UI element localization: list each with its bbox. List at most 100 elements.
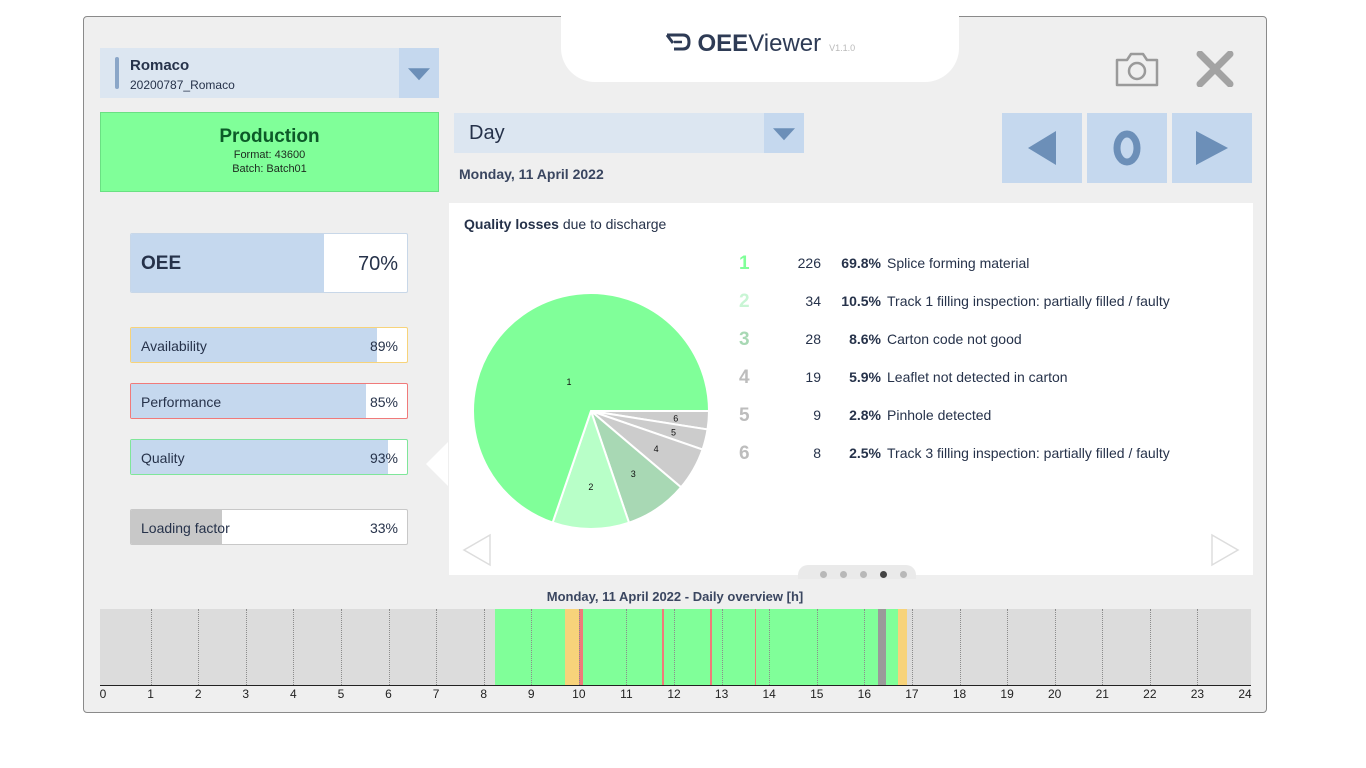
panel-title: Quality losses due to discharge bbox=[464, 216, 666, 232]
availability-kpi[interactable]: Availability 89% bbox=[130, 327, 408, 363]
oee-label: OEE bbox=[141, 253, 182, 274]
legend-rank: 5 bbox=[739, 405, 750, 426]
timeline-segment-fault[interactable] bbox=[709, 609, 712, 685]
timeline-segment-production[interactable] bbox=[885, 609, 898, 685]
next-period-button[interactable] bbox=[1172, 113, 1252, 183]
timeline-tick-label: 4 bbox=[289, 687, 297, 701]
performance-label: Performance bbox=[141, 394, 222, 410]
zero-glyph-icon bbox=[1113, 130, 1141, 166]
timeline-tick-label: 1 bbox=[147, 687, 154, 701]
quality-kpi[interactable]: Quality 93% bbox=[130, 439, 408, 475]
panel-title-bold: Quality losses bbox=[464, 216, 559, 232]
timeline-gridline bbox=[1197, 609, 1199, 685]
legend-rank: 3 bbox=[739, 329, 750, 350]
legend-percent: 69.8% bbox=[841, 255, 881, 271]
timeline-tick-label: 13 bbox=[714, 687, 729, 701]
legend-rank: 2 bbox=[739, 291, 750, 312]
loading-factor-kpi[interactable]: Loading factor 33% bbox=[130, 509, 408, 545]
oee-bar-fill bbox=[131, 234, 325, 292]
pie-slice-1[interactable] bbox=[472, 292, 711, 524]
arrow-left-icon bbox=[1028, 131, 1056, 165]
timeline-segment-waiting[interactable] bbox=[564, 609, 579, 685]
machine-dropdown-button[interactable] bbox=[399, 48, 439, 98]
timeline-tick-label: 18 bbox=[952, 687, 967, 701]
timeline-gridline bbox=[198, 609, 200, 685]
legend-percent: 8.6% bbox=[849, 331, 881, 347]
timeline-segment-production[interactable] bbox=[494, 609, 565, 685]
availability-bar-fill bbox=[131, 328, 377, 362]
page-dot[interactable] bbox=[840, 571, 847, 578]
page-dot[interactable] bbox=[860, 571, 867, 578]
timeline-gridline bbox=[911, 609, 913, 685]
panel-title-rest: due to discharge bbox=[558, 216, 667, 232]
timeline-tick-label: 15 bbox=[810, 687, 824, 701]
timeline-gridline bbox=[769, 609, 771, 685]
legend-description: Track 3 filling inspection: partially fi… bbox=[887, 445, 1170, 461]
timeline-tick-label: 22 bbox=[1143, 687, 1157, 701]
quality-loss-pie-chart: 6 5 4 3 2 1 bbox=[472, 292, 711, 530]
page-dot[interactable] bbox=[820, 571, 827, 578]
performance-kpi[interactable]: Performance 85% bbox=[130, 383, 408, 419]
pie-label-6: 6 bbox=[673, 414, 678, 424]
previous-period-button[interactable] bbox=[1002, 113, 1082, 183]
quality-label: Quality bbox=[141, 450, 185, 466]
current-date: Monday, 11 April 2022 bbox=[459, 166, 604, 182]
timeline-tick-label: 0 bbox=[99, 687, 107, 701]
current-period-button[interactable] bbox=[1087, 113, 1167, 183]
timeline-gridline bbox=[864, 609, 866, 685]
close-icon[interactable] bbox=[1196, 50, 1234, 92]
timeline-tick-label: 19 bbox=[1000, 687, 1014, 701]
pie-label-3: 3 bbox=[631, 469, 636, 479]
legend-count: 9 bbox=[813, 407, 821, 423]
pie-label-4: 4 bbox=[654, 444, 659, 454]
loading-factor-label: Loading factor bbox=[141, 520, 230, 536]
timeline-gridline bbox=[1054, 609, 1056, 685]
status-format: Format: 43600 bbox=[233, 149, 306, 161]
status-card: Production Format: 43600 Batch: Batch01 bbox=[100, 112, 439, 192]
timeline-gridline bbox=[674, 609, 675, 685]
timeline-tick-label: 2 bbox=[194, 687, 202, 701]
page-indicator[interactable] bbox=[798, 565, 916, 579]
chevron-down-icon bbox=[408, 68, 430, 81]
period-dropdown-button[interactable] bbox=[764, 113, 804, 153]
legend-rank: 4 bbox=[739, 367, 750, 388]
period-selected: Day bbox=[469, 122, 505, 144]
timeline-segment-fault[interactable] bbox=[662, 609, 665, 685]
timeline-gridline bbox=[293, 609, 295, 685]
legend-count: 19 bbox=[805, 369, 821, 385]
daily-timeline[interactable] bbox=[100, 609, 1251, 685]
loading-factor-value: 33% bbox=[369, 520, 398, 536]
timeline-gridline bbox=[531, 609, 533, 685]
page-dot[interactable] bbox=[880, 571, 887, 578]
pie-slice-2[interactable] bbox=[551, 407, 631, 530]
timeline-gridline bbox=[816, 609, 818, 685]
timeline-tick-label: 20 bbox=[1047, 687, 1062, 701]
timeline-gridline bbox=[721, 609, 723, 685]
timeline-segment-fault[interactable] bbox=[578, 609, 583, 685]
period-selector[interactable]: Day bbox=[454, 113, 804, 153]
pie-label-2: 2 bbox=[588, 482, 593, 492]
loading-factor-bar-fill bbox=[131, 510, 223, 544]
timeline-segment-fault[interactable] bbox=[754, 609, 757, 685]
oee-kpi[interactable]: OEE 70% bbox=[130, 233, 408, 293]
oee-logo-icon bbox=[665, 33, 691, 51]
timeline-segment-waiting[interactable] bbox=[897, 609, 908, 685]
timeline-gridline bbox=[245, 609, 247, 685]
performance-bar-fill bbox=[131, 384, 366, 418]
timeline-gridline bbox=[340, 609, 342, 685]
page-dot[interactable] bbox=[900, 571, 907, 578]
timeline-gridline bbox=[1102, 609, 1104, 685]
machine-selector[interactable]: Romaco 20200787_Romaco bbox=[100, 48, 439, 98]
timeline-segment-production[interactable] bbox=[582, 609, 878, 685]
timeline-gridline bbox=[436, 609, 438, 685]
quality-bar-fill bbox=[131, 440, 388, 474]
camera-icon[interactable] bbox=[1114, 51, 1160, 92]
timeline-gridline bbox=[388, 609, 390, 685]
previous-page-arrow-icon[interactable] bbox=[461, 533, 493, 567]
timeline-axis bbox=[100, 685, 1251, 686]
timeline-tick-label: 10 bbox=[572, 687, 586, 701]
legend-count: 34 bbox=[805, 293, 821, 309]
timeline-segment-off[interactable] bbox=[877, 609, 886, 685]
legend-percent: 2.8% bbox=[849, 407, 881, 423]
next-page-arrow-icon[interactable] bbox=[1209, 533, 1241, 567]
